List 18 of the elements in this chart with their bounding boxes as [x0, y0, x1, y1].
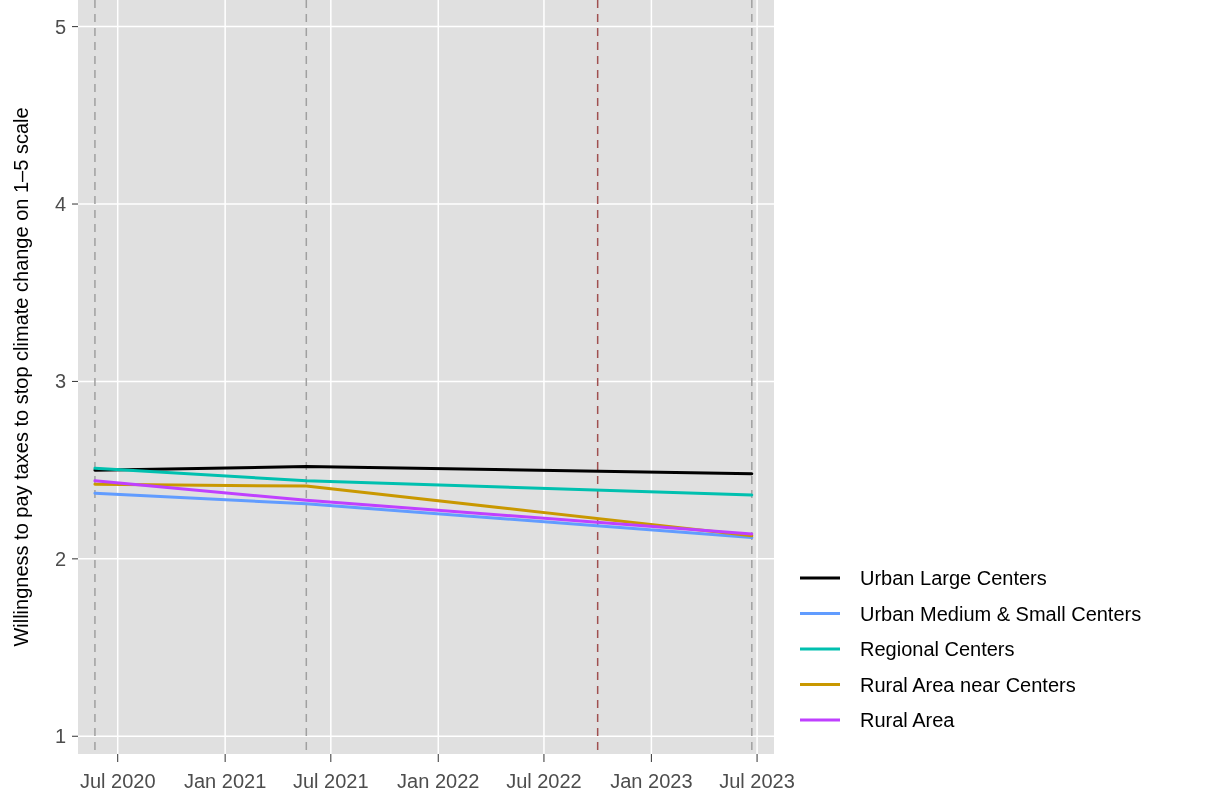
y-tick-label: 5 — [54, 15, 66, 38]
y-tick-label: 3 — [54, 370, 66, 393]
y-tick-label: 4 — [54, 193, 66, 216]
legend-label: Rural Area — [860, 709, 956, 731]
x-tick-label: Jan 2023 — [610, 770, 693, 792]
y-tick-label: 2 — [54, 547, 66, 570]
x-tick-label: Jan 2022 — [397, 770, 480, 792]
x-tick-label: Jul 2020 — [79, 770, 156, 792]
x-tick-label: Jul 2023 — [719, 770, 795, 792]
y-axis-title: Willingness to pay taxes to stop climate change on 1–5 scale — [10, 107, 32, 647]
x-tick-label: Jan 2021 — [183, 770, 267, 792]
legend-label: Rural Area near Centers — [860, 673, 1076, 696]
x-tick-label: Jul 2022 — [506, 770, 582, 792]
legend-label: Urban Medium & Small Centers — [860, 602, 1142, 625]
legend-label: Regional Centers — [860, 638, 1015, 660]
x-tick-label: Jul 2021 — [293, 770, 369, 792]
legend-label: Urban Large Centers — [860, 567, 1047, 589]
y-tick-label: 1 — [54, 725, 66, 748]
